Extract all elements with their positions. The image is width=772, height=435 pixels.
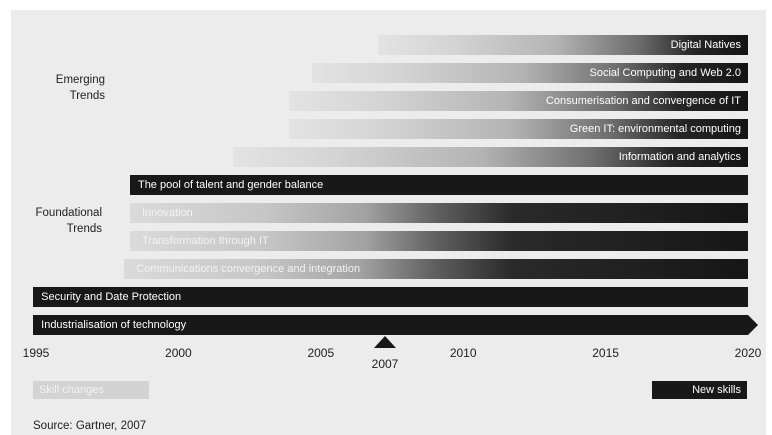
trend-bar-consumerisation-and-convergence-of-it: Consumerisation and convergence of IT	[289, 91, 748, 111]
marker-2007-label: 2007	[371, 357, 399, 371]
trend-bar-social-computing-and-web-2-0: Social Computing and Web 2.0	[312, 63, 748, 83]
trend-bar-label: The pool of talent and gender balance	[137, 179, 324, 191]
axis-tick-2000: 2000	[165, 346, 192, 360]
trend-bar-information-and-analytics: Information and analytics	[232, 147, 748, 167]
foundational-trends-label: Foundational Trends	[35, 207, 103, 235]
trend-bar-industrialisation-of-technology: Industrialisation of technology	[33, 315, 748, 335]
trend-bar-label: Transformation through IT	[141, 235, 269, 247]
legend-skill-changes: Skill changes	[33, 381, 149, 399]
source-note: Source: Gartner, 2007	[33, 420, 147, 432]
legend-new-skills: New skills	[652, 381, 747, 399]
trend-bar-label: Consumerisation and convergence of IT	[545, 95, 741, 107]
timeline-arrow-head	[748, 315, 758, 335]
trend-bar-label: Security and Date Protection	[41, 291, 182, 303]
axis-tick-2015: 2015	[592, 346, 619, 360]
trend-bar-transformation-through-it: Transformation through IT	[129, 231, 748, 251]
axis-tick-1995: 1995	[22, 346, 50, 360]
trend-bar-green-it-environmental-computing: Green IT: environmental computing	[289, 119, 748, 139]
trend-bar-the-pool-of-talent-and-gender-balance: The pool of talent and gender balance	[129, 175, 748, 195]
trend-bar-communications-convergence-and-integration: Communications convergence and integrati…	[124, 259, 748, 279]
trend-bar-label: Green IT: environmental computing	[569, 123, 741, 135]
trend-bar-label: Innovation	[141, 207, 193, 219]
trend-bar-label: Communications convergence and integrati…	[136, 263, 361, 275]
trend-bar-label: Digital Natives	[670, 39, 741, 51]
trend-bar-security-and-date-protection: Security and Date Protection	[33, 287, 748, 307]
trend-bar-innovation: Innovation	[129, 203, 748, 223]
axis-tick-2005: 2005	[307, 346, 335, 360]
trend-bar-label: Industrialisation of technology	[41, 319, 187, 331]
trend-bar-label: Information and analytics	[618, 151, 741, 163]
axis-tick-2020: 2020	[734, 346, 762, 360]
trend-bar-digital-natives: Digital Natives	[377, 35, 748, 55]
emerging-trends-label: Emerging Trends	[55, 74, 105, 102]
marker-2007-triangle	[374, 336, 396, 348]
trend-bar-label: Social Computing and Web 2.0	[589, 67, 741, 79]
axis-tick-2010: 2010	[449, 346, 477, 360]
